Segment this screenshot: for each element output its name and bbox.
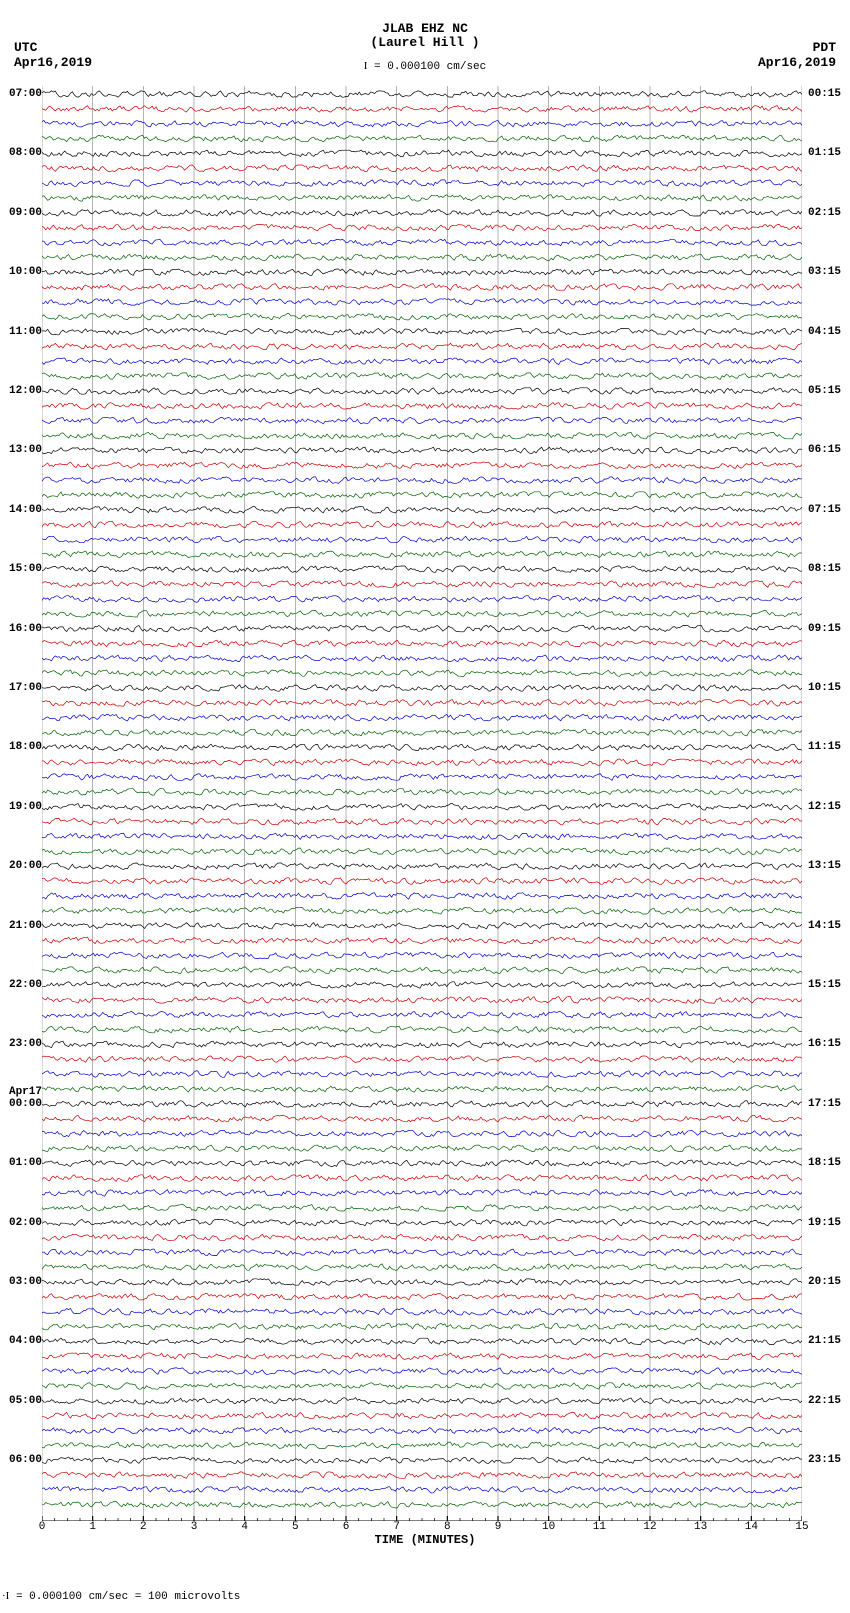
- left-hour-label: 23:00: [2, 1039, 42, 1050]
- right-hour-label: 21:15: [808, 1336, 848, 1347]
- header-block: JLAB EHZ NC (Laurel Hill ): [0, 22, 850, 50]
- right-hour-label: 14:15: [808, 921, 848, 932]
- left-hour-label: 16:00: [2, 624, 42, 635]
- left-hour-label: 02:00: [2, 1218, 42, 1229]
- left-hour-label: 09:00: [2, 208, 42, 219]
- left-hour-label: 01:00: [2, 1158, 42, 1169]
- right-hour-label: 05:15: [808, 386, 848, 397]
- station-code: JLAB EHZ NC: [0, 22, 850, 36]
- right-hour-label: 09:15: [808, 624, 848, 635]
- right-hour-label: 10:15: [808, 683, 848, 694]
- x-tick-label: 3: [191, 1521, 198, 1533]
- x-tick-label: 7: [393, 1521, 400, 1533]
- x-tick-label: 1: [89, 1521, 96, 1533]
- x-tick-label: 13: [694, 1521, 707, 1533]
- right-hour-label: 12:15: [808, 802, 848, 813]
- x-tick-label: 9: [495, 1521, 502, 1533]
- seismogram-page: JLAB EHZ NC (Laurel Hill ) I = 0.000100 …: [0, 0, 850, 1613]
- scale-bar-glyph: I: [364, 60, 368, 72]
- right-hour-label: 18:15: [808, 1158, 848, 1169]
- left-hour-label: 05:00: [2, 1396, 42, 1407]
- left-hour-label: 04:00: [2, 1336, 42, 1347]
- right-hour-label: 01:15: [808, 148, 848, 159]
- x-tick-label: 12: [643, 1521, 656, 1533]
- right-hour-labels: 00:15 01:15 02:15 03:15 04:15 05:15 06:15 07:15…: [808, 86, 848, 1521]
- left-hour-label: 11:00: [2, 327, 42, 338]
- footer-scale-text: = 0.000100 cm/sec = 100 microvolts: [16, 1591, 240, 1603]
- x-tick-label: 2: [140, 1521, 147, 1533]
- left-hour-label: 08:00: [2, 148, 42, 159]
- x-tick-label: 8: [444, 1521, 451, 1533]
- timezone-left: UTC: [14, 40, 37, 55]
- right-hour-label: 22:15: [808, 1396, 848, 1407]
- x-tick-label: 5: [292, 1521, 299, 1533]
- left-hour-label: 19:00: [2, 802, 42, 813]
- right-hour-label: 08:15: [808, 564, 848, 575]
- left-hour-label: 06:00: [2, 1455, 42, 1466]
- left-hour-label: 20:00: [2, 861, 42, 872]
- right-hour-label: 07:15: [808, 505, 848, 516]
- station-location: (Laurel Hill ): [0, 36, 850, 50]
- x-tick-label: 11: [593, 1521, 606, 1533]
- right-hour-label: 03:15: [808, 267, 848, 278]
- right-hour-label: 20:15: [808, 1277, 848, 1288]
- timezone-right: PDT: [813, 40, 836, 55]
- scale-indicator: I = 0.000100 cm/sec: [0, 60, 850, 73]
- date-right: Apr16,2019: [758, 55, 836, 70]
- day-break-label: Apr17: [2, 1087, 42, 1098]
- x-tick-label: 0: [39, 1521, 46, 1533]
- right-hour-label: 19:15: [808, 1218, 848, 1229]
- x-tick-label: 4: [241, 1521, 248, 1533]
- left-hour-label: 22:00: [2, 980, 42, 991]
- left-hour-label: 00:00: [2, 1099, 42, 1110]
- x-tick-label: 15: [795, 1521, 808, 1533]
- left-hour-label: 21:00: [2, 921, 42, 932]
- left-hour-label: 07:00: [2, 89, 42, 100]
- right-hour-label: 04:15: [808, 327, 848, 338]
- x-tick-labels: 0123456789101112131415: [42, 1521, 802, 1533]
- x-axis-title: TIME (MINUTES): [0, 1533, 850, 1547]
- left-hour-label: 15:00: [2, 564, 42, 575]
- left-hour-label: 14:00: [2, 505, 42, 516]
- left-hour-label: 12:00: [2, 386, 42, 397]
- footer-scale: ·I = 0.000100 cm/sec = 100 microvolts: [2, 1590, 240, 1603]
- x-tick-label: 6: [343, 1521, 350, 1533]
- helicorder-svg: [42, 86, 802, 1521]
- scale-text: = 0.000100 cm/sec: [374, 61, 486, 73]
- right-hour-label: 23:15: [808, 1455, 848, 1466]
- right-hour-label: 15:15: [808, 980, 848, 991]
- right-hour-label: 17:15: [808, 1099, 848, 1110]
- x-tick-label: 14: [745, 1521, 758, 1533]
- right-hour-label: 13:15: [808, 861, 848, 872]
- right-hour-label: 06:15: [808, 445, 848, 456]
- right-hour-label: 11:15: [808, 742, 848, 753]
- left-hour-labels: 07:00 08:00 09:00 10:00 11:00 12:00 13:00 14:00…: [2, 86, 42, 1521]
- left-hour-label: 03:00: [2, 1277, 42, 1288]
- right-hour-label: 16:15: [808, 1039, 848, 1050]
- right-hour-label: 00:15: [808, 89, 848, 100]
- left-hour-label: 18:00: [2, 742, 42, 753]
- date-left: Apr16,2019: [14, 55, 92, 70]
- footer-prefix: I: [6, 1590, 10, 1602]
- right-hour-label: 02:15: [808, 208, 848, 219]
- x-tick-label: 10: [542, 1521, 555, 1533]
- helicorder-plot: [42, 86, 802, 1521]
- left-hour-label: 13:00: [2, 445, 42, 456]
- left-hour-label: 17:00: [2, 683, 42, 694]
- left-hour-label: 10:00: [2, 267, 42, 278]
